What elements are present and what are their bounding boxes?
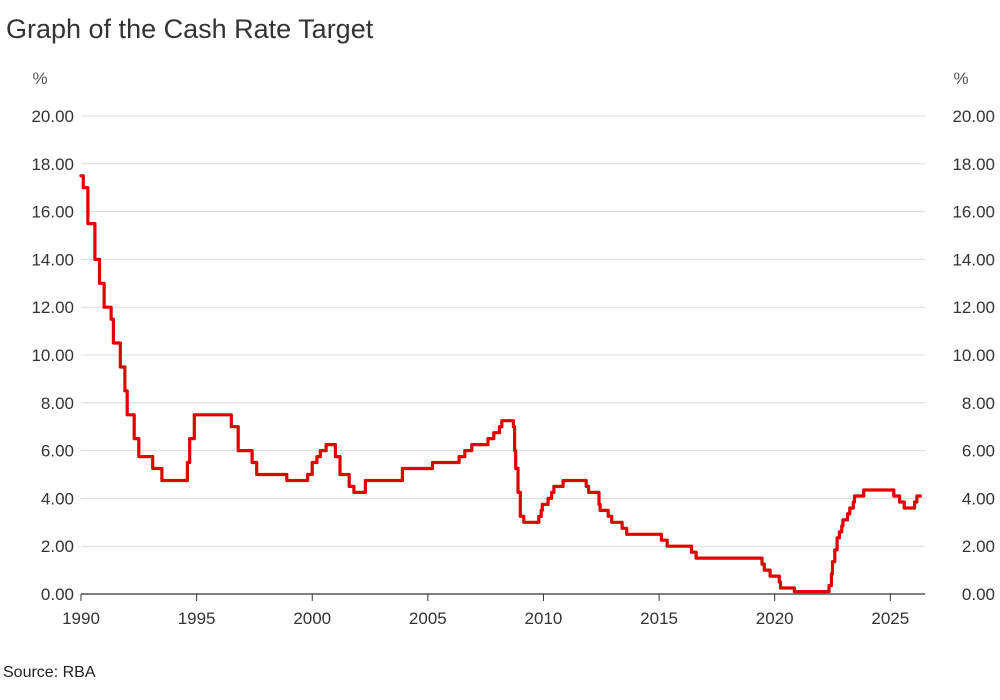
y-tick-label-left: 6.00: [41, 442, 74, 461]
grid-lines: [81, 115, 925, 595]
y-unit-right: %: [953, 69, 968, 88]
y-axis-right: 0.00 2.00 4.00 6.00 8.00 10.00 12.00 14.00 16.00…: [952, 107, 995, 604]
y-tick-label-right: 16.00: [952, 203, 995, 222]
x-tick-label: 2015: [640, 609, 678, 628]
y-tick-label-right: 0.00: [962, 585, 995, 604]
x-tick-label: 2010: [525, 609, 563, 628]
y-tick-label-right: 20.00: [952, 107, 995, 126]
y-axis-left: 0.00 2.00 4.00 6.00 8.00 10.00 12.00 14.00 16.00…: [31, 107, 74, 604]
y-tick-label-right: 4.00: [962, 489, 995, 508]
series-group: [79, 174, 922, 594]
cash-rate-line: [79, 174, 922, 594]
y-tick-label-right: 14.00: [952, 250, 995, 269]
x-tick-label: 2025: [871, 609, 909, 628]
source-note: Source: RBA: [3, 664, 96, 681]
y-tick-label-left: 16.00: [31, 203, 74, 222]
chart-title: Graph of the Cash Rate Target: [6, 14, 374, 44]
y-tick-label-left: 8.00: [41, 394, 74, 413]
y-tick-label-left: 20.00: [31, 107, 74, 126]
y-tick-label-right: 10.00: [952, 346, 995, 365]
x-tick-label: 1990: [62, 609, 100, 628]
y-tick-label-right: 18.00: [952, 155, 995, 174]
x-tick-label: 2000: [293, 609, 331, 628]
y-tick-label-left: 10.00: [31, 346, 74, 365]
y-tick-label-right: 6.00: [962, 442, 995, 461]
x-tick-label: 2005: [409, 609, 447, 628]
y-tick-label-left: 12.00: [31, 298, 74, 317]
y-tick-label-left: 18.00: [31, 155, 74, 174]
y-tick-label-right: 12.00: [952, 298, 995, 317]
y-tick-label-right: 8.00: [962, 394, 995, 413]
x-tick-label: 2020: [756, 609, 794, 628]
x-tick-label: 1995: [178, 609, 216, 628]
y-tick-label-left: 14.00: [31, 250, 74, 269]
y-tick-label-left: 0.00: [41, 585, 74, 604]
y-tick-label-left: 4.00: [41, 489, 74, 508]
y-unit-left: %: [32, 69, 47, 88]
y-tick-label-left: 2.00: [41, 537, 74, 556]
y-tick-label-right: 2.00: [962, 537, 995, 556]
x-axis: 1990 1995 2000 2005 2010 2015 2020 2025: [62, 594, 909, 628]
